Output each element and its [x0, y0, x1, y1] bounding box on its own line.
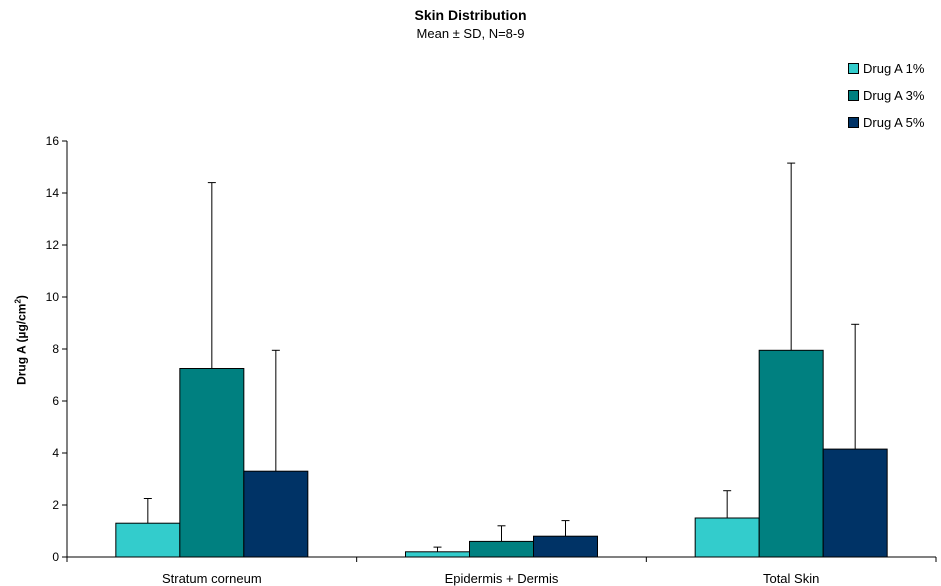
y-tick-label: 0	[52, 550, 59, 564]
legend-swatch-series-1	[848, 63, 859, 74]
bar	[469, 540, 534, 558]
bar	[758, 349, 824, 558]
legend-item-series-3: Drug A 5%	[848, 109, 924, 136]
bar	[243, 470, 309, 558]
chart-subtitle: Mean ± SD, N=8-9	[416, 26, 525, 41]
bar	[179, 368, 245, 558]
legend-label-series-2: Drug A 3%	[863, 88, 925, 103]
x-tick-label: Total Skin	[763, 571, 819, 586]
y-tick-label: 8	[52, 342, 59, 356]
legend-item-series-1: Drug A 1%	[848, 55, 924, 82]
x-tick-label: Stratum corneum	[162, 571, 262, 586]
legend-swatch-series-2	[848, 90, 859, 101]
y-tick-label: 14	[46, 186, 60, 200]
y-tick-label: 6	[52, 394, 59, 408]
x-tick-label: Epidermis + Dermis	[445, 571, 559, 586]
y-tick-label: 2	[52, 498, 59, 512]
legend: Drug A 1% Drug A 3% Drug A 5%	[848, 55, 924, 136]
legend-label-series-3: Drug A 5%	[863, 115, 925, 130]
y-tick-label: 10	[46, 290, 60, 304]
legend-item-series-2: Drug A 3%	[848, 82, 924, 109]
bar	[115, 522, 181, 558]
bar	[694, 517, 760, 558]
bar	[822, 448, 888, 558]
y-tick-label: 12	[46, 238, 60, 252]
legend-label-series-1: Drug A 1%	[863, 61, 925, 76]
y-tick-label: 16	[46, 134, 60, 148]
bar	[533, 535, 598, 558]
y-tick-label: 4	[52, 446, 59, 460]
legend-swatch-series-3	[848, 117, 859, 128]
plot-area: 0 2 4 6 8 10 12 14 16 Stratum corneum Epidermis + …	[46, 134, 937, 586]
bar	[405, 551, 470, 558]
chart-title: Skin Distribution	[414, 7, 527, 23]
